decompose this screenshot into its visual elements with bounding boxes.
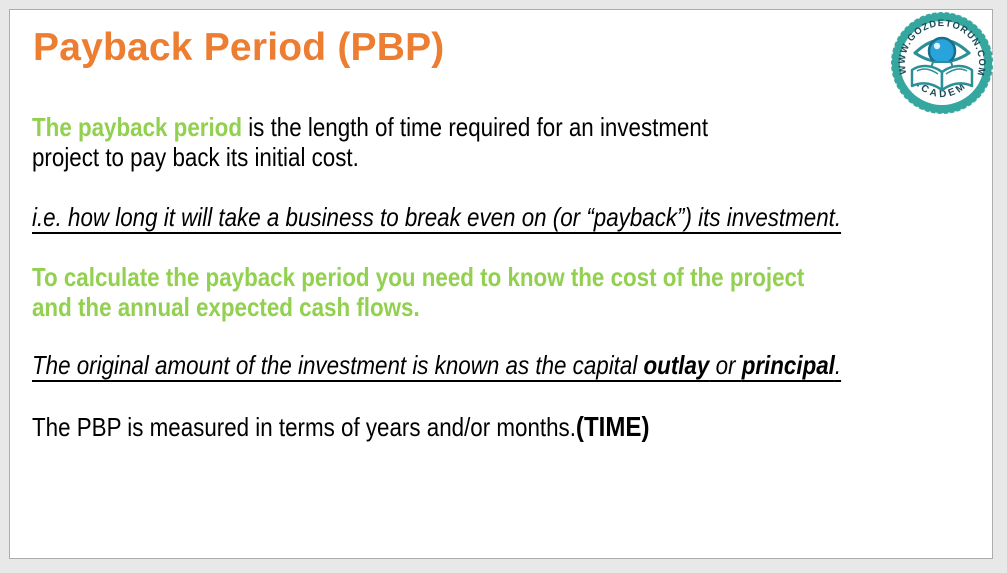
outlay-bold: outlay bbox=[643, 350, 710, 380]
calculation-line1: To calculate the payback period you need… bbox=[32, 262, 805, 292]
outlay-mid: or bbox=[709, 350, 742, 380]
definition-rest: is the length of time required for an in… bbox=[242, 112, 709, 142]
slide-title: Payback Period (PBP) bbox=[33, 26, 445, 69]
capital-outlay-text: The original amount of the investment is… bbox=[32, 350, 841, 380]
calculation-requirements: To calculate the payback period you need… bbox=[32, 262, 804, 322]
capital-outlay-note: The original amount of the investment is… bbox=[32, 350, 841, 380]
pbp-time-text: The PBP is measured in terms of years an… bbox=[32, 412, 576, 442]
principal-bold: principal bbox=[741, 350, 835, 380]
definition-paragraph: The payback period is the length of time… bbox=[32, 112, 708, 172]
outlay-lead: The original amount of the investment is… bbox=[32, 350, 644, 380]
academy-logo: WWW.GOZDETORUN.COM ACADEMY bbox=[881, 2, 1003, 124]
slide-canvas: Payback Period (PBP) WWW.GOZDETORUN.COM … bbox=[9, 9, 994, 559]
break-even-text: i.e. how long it will take a business to… bbox=[32, 202, 842, 232]
book-icon bbox=[910, 61, 974, 92]
academy-logo-badge: WWW.GOZDETORUN.COM ACADEMY bbox=[890, 11, 994, 115]
eye-icon bbox=[913, 36, 971, 66]
definition-highlight: The payback period bbox=[32, 112, 243, 142]
logo-scallop-edge bbox=[890, 11, 994, 115]
calculation-line2: and the annual expected cash flows. bbox=[32, 292, 420, 322]
time-bold: (TIME) bbox=[575, 411, 650, 442]
pbp-time-note: The PBP is measured in terms of years an… bbox=[32, 411, 650, 443]
break-even-note: i.e. how long it will take a business to… bbox=[32, 202, 841, 232]
definition-line2: project to pay back its initial cost. bbox=[32, 142, 359, 172]
outlay-end: . bbox=[834, 350, 842, 380]
